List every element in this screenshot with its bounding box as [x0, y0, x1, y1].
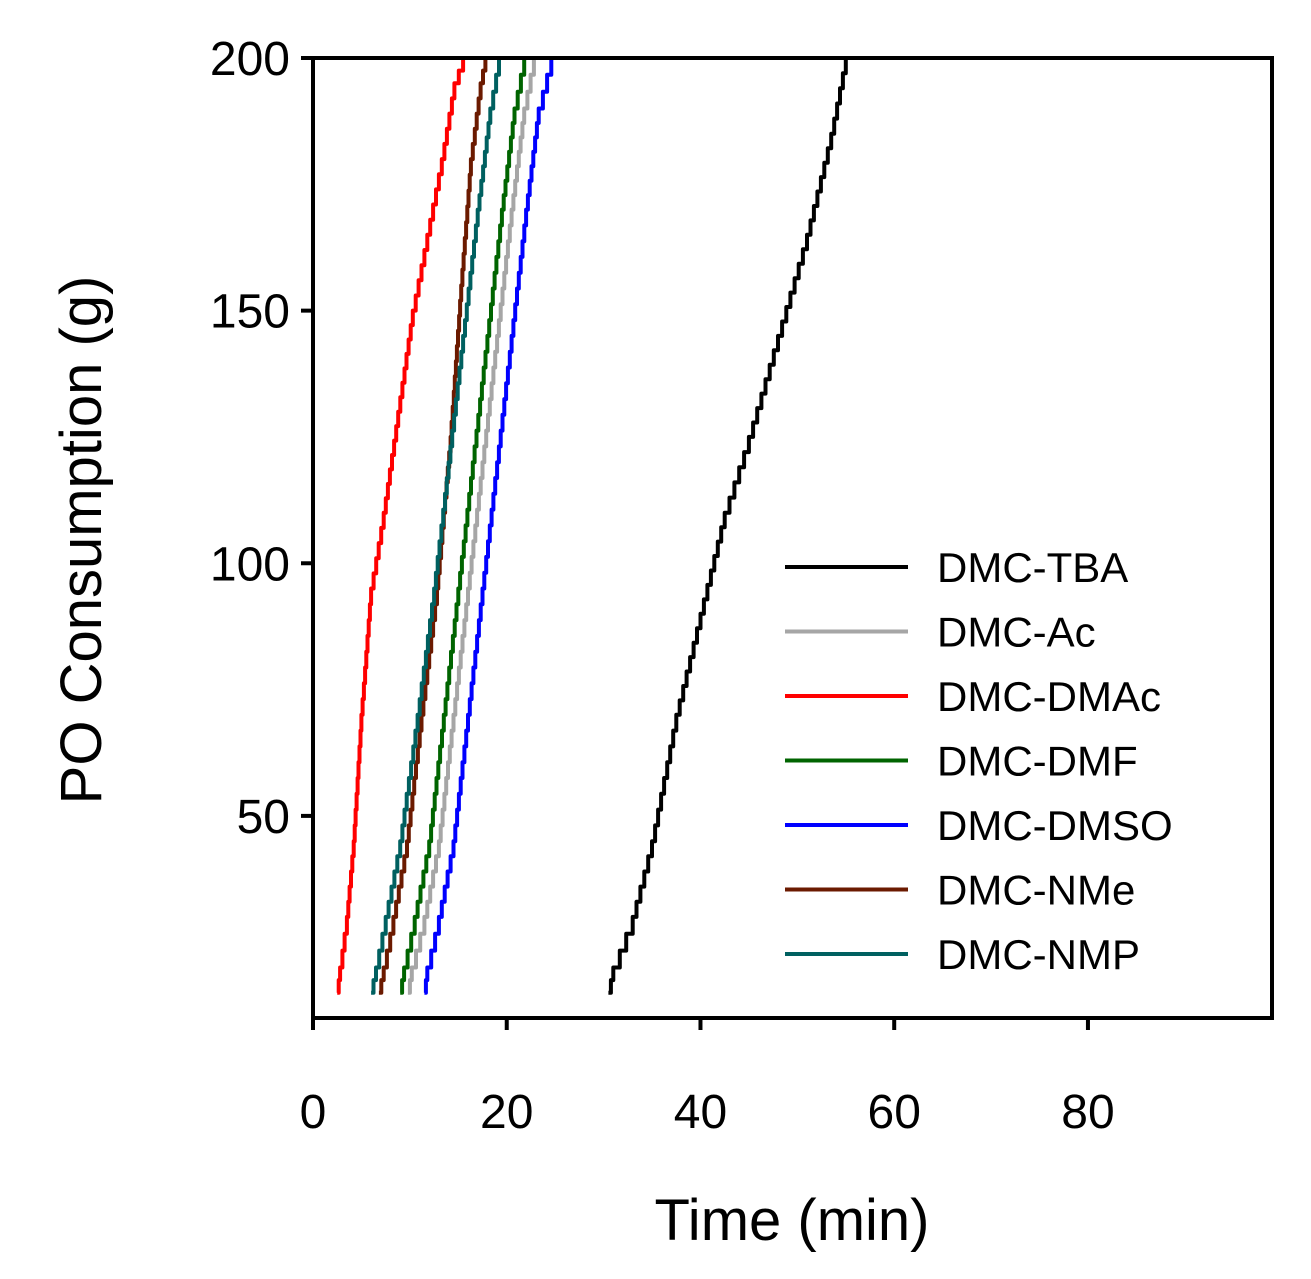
legend-label: DMC-DMF: [937, 738, 1138, 785]
y-axis-title: PO Consumption (g): [49, 276, 114, 805]
series-line-dmc-dmf: [400, 58, 527, 995]
plot-area-frame: [311, 56, 1274, 1020]
y-tick-label: 150: [210, 286, 290, 339]
series-line-dmc-ac: [407, 58, 536, 995]
x-axis-title: Time (min): [655, 1188, 930, 1253]
x-tick-label: 60: [868, 1086, 921, 1139]
x-tick-label: 0: [300, 1086, 327, 1139]
x-tick-label: 80: [1061, 1086, 1114, 1139]
series-line-dmc-tba: [608, 58, 848, 995]
legend-label: DMC-DMSO: [937, 802, 1173, 849]
legend-label: DMC-Ac: [937, 609, 1096, 656]
y-tick-label: 200: [210, 33, 290, 86]
series-line-dmc-dmso: [423, 58, 554, 995]
y-tick-label: 50: [237, 791, 290, 844]
legend-label: DMC-NMe: [937, 867, 1135, 914]
series-line-dmc-dmac: [336, 58, 466, 995]
legend-label: DMC-DMAc: [937, 673, 1161, 720]
series-line-dmc-nme: [378, 58, 488, 995]
y-tick-label: 100: [210, 538, 290, 591]
x-tick-label: 20: [480, 1086, 533, 1139]
legend-label: DMC-TBA: [937, 544, 1128, 591]
series-line-dmc-nmp: [371, 58, 501, 995]
x-axis-ticks: 0 20 40 60 80: [300, 1018, 1115, 1139]
x-tick-label: 40: [674, 1086, 727, 1139]
y-axis-ticks: 50 100 150 200: [210, 33, 313, 844]
series-lines: [336, 58, 848, 995]
legend-label: DMC-NMP: [937, 931, 1140, 978]
legend: DMC-TBA DMC-Ac DMC-DMAc DMC-DMF DMC-DMSO DMC-…: [785, 544, 1173, 978]
